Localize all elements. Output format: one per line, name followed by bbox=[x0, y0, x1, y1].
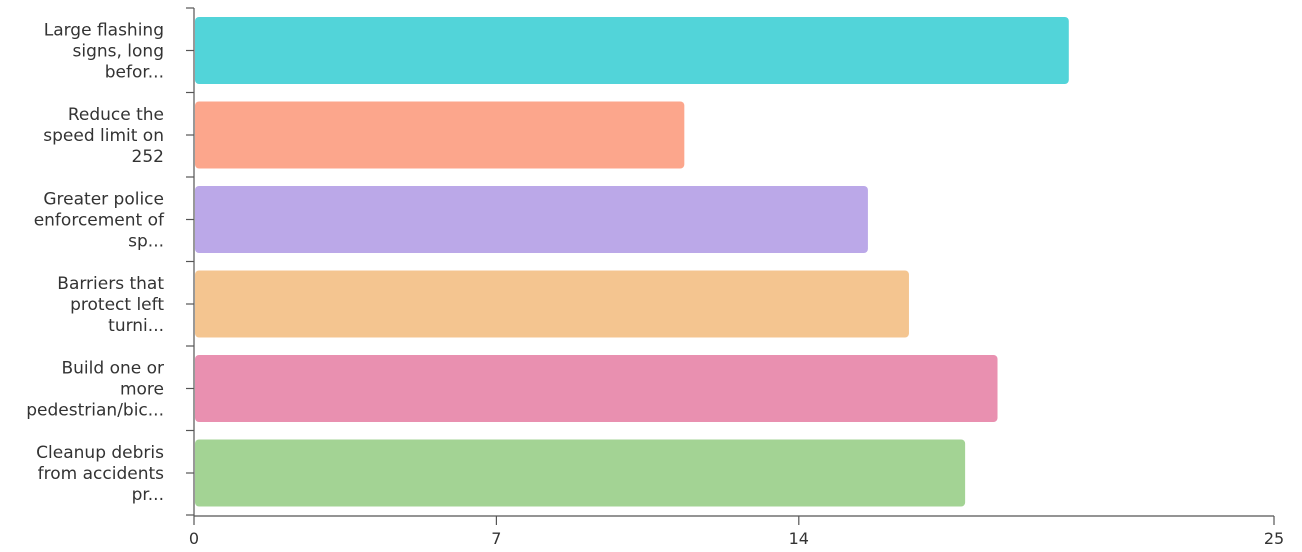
category-label-line: Reduce the bbox=[68, 105, 164, 125]
category-label-line: pedestrian/bic... bbox=[26, 401, 164, 421]
x-tick-label-7: 7 bbox=[491, 529, 501, 548]
x-tick-label-0: 0 bbox=[189, 529, 199, 548]
category-label-4: Barriers that protect left turni... bbox=[57, 274, 164, 336]
category-label-line: turni... bbox=[108, 316, 164, 336]
category-label-line: Build one or bbox=[61, 359, 164, 379]
bar-1 bbox=[195, 17, 1069, 84]
category-label-line: sp... bbox=[128, 232, 164, 252]
category-label-1: Large flashing signs, long befor... bbox=[44, 21, 164, 83]
category-label-line: befor... bbox=[105, 63, 164, 83]
category-label-line: protect left bbox=[70, 295, 164, 315]
bar-3 bbox=[195, 186, 868, 253]
bars-group bbox=[195, 17, 1069, 507]
category-label-line: from accidents bbox=[38, 464, 164, 484]
bar-4 bbox=[195, 270, 909, 338]
category-label-line: Cleanup debris bbox=[36, 443, 164, 463]
category-label-line: more bbox=[120, 380, 164, 400]
category-label-line: Greater police bbox=[43, 190, 164, 210]
category-label-line: Barriers that bbox=[57, 274, 164, 294]
category-label-line: speed limit on bbox=[43, 126, 164, 146]
category-label-line: Large flashing bbox=[44, 21, 164, 41]
category-label-line: signs, long bbox=[73, 42, 165, 62]
x-axis: 0 7 14 25 bbox=[189, 515, 1284, 548]
category-labels: Large flashing signs, long befor... Reduce … bbox=[26, 21, 165, 506]
x-tick-label-25: 25 bbox=[1264, 529, 1284, 548]
category-label-6: Cleanup debris from accidents pr... bbox=[36, 443, 164, 505]
bar-2 bbox=[195, 101, 685, 169]
category-label-3: Greater police enforcement of sp... bbox=[34, 190, 165, 252]
category-label-2: Reduce the speed limit on 252 bbox=[43, 105, 164, 167]
category-label-line: 252 bbox=[132, 147, 164, 167]
y-axis bbox=[186, 7, 195, 516]
x-tick-label-14: 14 bbox=[789, 529, 809, 548]
bar-6 bbox=[195, 439, 966, 507]
category-label-line: enforcement of bbox=[34, 211, 165, 231]
category-label-5: Build one or more pedestrian/bic... bbox=[26, 359, 164, 421]
category-label-line: pr... bbox=[132, 485, 164, 505]
bar-5 bbox=[195, 355, 998, 422]
